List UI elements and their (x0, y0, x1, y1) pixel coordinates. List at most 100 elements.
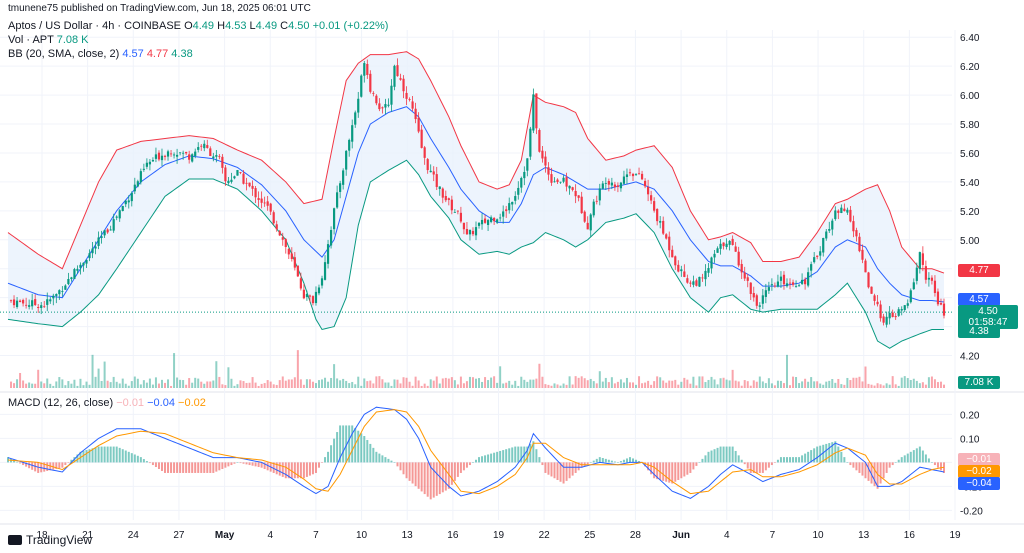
candle-body (266, 201, 269, 206)
macd-histogram-bar (822, 444, 825, 463)
candle-body (900, 309, 903, 311)
volume-bar (635, 384, 638, 388)
macd-tick-label: 0.20 (960, 410, 980, 421)
candle-body (94, 246, 97, 249)
bb-legend[interactable]: BB (20, SMA, close, 2) 4.57 4.77 4.38 (8, 48, 193, 60)
volume-bar (384, 382, 387, 388)
candle-body (278, 231, 281, 236)
macd-histogram-bar (867, 462, 870, 481)
volume-bar (680, 381, 683, 388)
candle-body (810, 264, 813, 271)
volume-bar (653, 381, 656, 388)
price-tick-label: 6.40 (960, 33, 980, 44)
macd-histogram-bar (882, 462, 885, 479)
candle-body (861, 249, 864, 260)
volume-bar (209, 381, 212, 388)
candle-body (15, 300, 19, 308)
macd-histogram-bar (481, 456, 484, 463)
macd-histogram-bar (740, 459, 743, 463)
volume-bar (662, 380, 665, 388)
volume-bar (408, 381, 411, 388)
volume-value: 7.08 K (56, 34, 89, 46)
candle-body (420, 129, 423, 148)
volume-bar (535, 378, 538, 388)
candle-body (619, 182, 623, 189)
volume-bar (109, 382, 112, 388)
volume-bar (179, 379, 182, 388)
candle-body (85, 259, 88, 264)
candle-body (109, 229, 112, 231)
candle-body (136, 181, 139, 187)
candle-body (571, 187, 574, 190)
volume-bar (828, 380, 831, 388)
candle-body (631, 173, 635, 177)
candle-body (236, 170, 239, 176)
candle-body (191, 154, 194, 162)
candle-body (124, 200, 127, 205)
volume-bar (707, 379, 710, 388)
volume-bar (94, 376, 97, 388)
macd-histogram-bar (547, 462, 550, 475)
volume-bar (755, 381, 758, 388)
volume-bar (233, 385, 236, 388)
macd-histogram-bar (191, 462, 194, 473)
symbol-label[interactable]: Aptos / US Dollar · 4h · COINBASE (8, 20, 181, 32)
volume-bar (342, 378, 345, 388)
candle-body (559, 181, 562, 183)
candle-body (326, 244, 330, 264)
candle-body (88, 253, 91, 259)
volume-bar (789, 385, 792, 388)
volume-bar (695, 385, 698, 388)
volume-bar (447, 378, 450, 388)
candle-body (692, 281, 695, 285)
bb-mid-value: 4.57 (122, 48, 144, 60)
volume-bar (792, 376, 795, 388)
candle-body (320, 278, 324, 286)
candle-body (311, 296, 315, 304)
volume-bar (632, 382, 635, 388)
macd-histogram-bar (124, 450, 127, 463)
macd-legend[interactable]: MACD (12, 26, close) −0.01 −0.04 −0.02 (8, 397, 206, 409)
macd-histogram-bar (632, 458, 635, 463)
macd-histogram-bar (456, 462, 459, 477)
time-tick-label: May (215, 530, 235, 541)
volume-bar (801, 381, 804, 388)
candle-body (813, 257, 816, 263)
volume-bar (692, 376, 695, 388)
macd-histogram-bar (843, 457, 846, 463)
volume-legend[interactable]: Vol · APT 7.08 K (8, 34, 89, 46)
macd-histogram-bar (266, 462, 269, 471)
volume-bar (314, 383, 317, 388)
macd-histogram-bar (674, 462, 677, 482)
candle-body (840, 207, 843, 213)
candle-body (779, 276, 783, 281)
footer-brand[interactable]: TradingView (8, 533, 92, 547)
macd-histogram-bar (719, 446, 722, 463)
volume-bar (200, 381, 203, 388)
macd-histogram-bar (327, 451, 330, 463)
volume-bar (390, 385, 393, 388)
volume-bar (553, 383, 556, 388)
volume-bar (810, 377, 813, 388)
volume-bar (619, 379, 622, 388)
candle-body (879, 304, 882, 319)
macd-histogram-bar (263, 462, 266, 469)
candle-body (336, 192, 339, 208)
macd-histogram-bar (773, 462, 776, 463)
volume-bar (393, 379, 396, 388)
candle-body (637, 173, 641, 175)
macd-histogram-bar (25, 462, 28, 467)
macd-histogram-bar (136, 455, 139, 463)
volume-bar (776, 380, 779, 388)
volume-bar (85, 381, 88, 388)
candle-body (305, 294, 309, 297)
volume-bar (459, 376, 462, 388)
volume-bar (526, 381, 529, 388)
candle-body (227, 180, 230, 184)
macd-histogram-bar (423, 462, 426, 495)
macd-histogram-bar (299, 462, 302, 479)
macd-histogram-bar (816, 446, 819, 463)
volume-bar (423, 383, 426, 388)
candle-body (734, 246, 737, 252)
volume-bar (912, 378, 915, 388)
